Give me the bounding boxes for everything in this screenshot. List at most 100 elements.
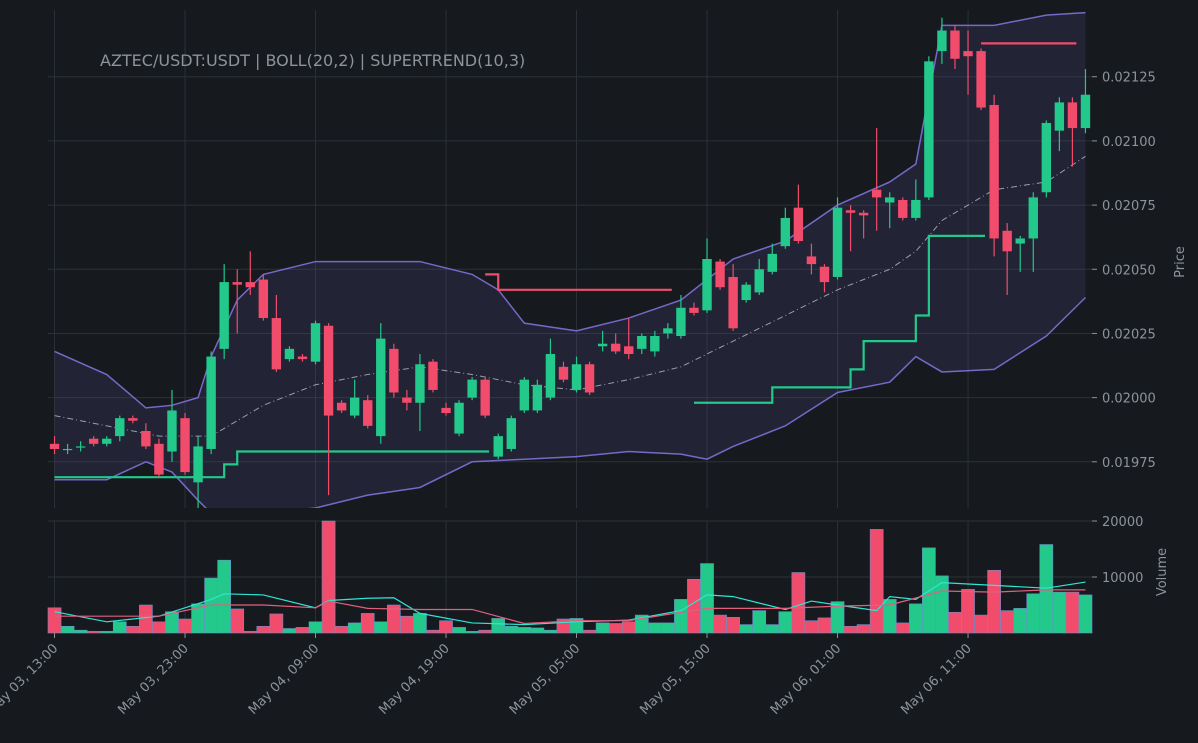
candle-body [454,402,464,434]
volume-bar [582,629,597,634]
candle-body [480,379,490,416]
candle-body [532,384,543,411]
candle-body [571,364,582,390]
candle-body [376,338,386,437]
candle-body [258,279,269,319]
y-tick-label: 0.01975 [1102,456,1156,471]
volume-bar [895,622,910,634]
bollinger-upper [54,11,1086,409]
candle-body [832,207,843,277]
volume-bar [778,611,793,634]
candle-body [545,353,556,398]
supertrend [54,450,490,479]
candle-body [141,430,151,447]
candle-body [415,364,425,403]
candle-body [728,276,738,329]
candle-body [1015,238,1025,244]
volume-bar [1013,608,1028,634]
candle-body [610,343,621,352]
candle-body [650,336,660,352]
volume-bar [439,620,453,634]
candle-body [493,436,503,457]
volume-bar [621,621,636,634]
volume-bar [360,613,375,634]
volume-bar [608,623,623,634]
volume-bar [308,621,323,634]
y2-axis-label: Volume [1155,548,1170,596]
volume-bar [178,618,192,634]
candle-body [88,438,99,444]
candle-body [871,189,882,198]
y-tick-label: 0.02000 [1102,392,1156,407]
volume-panel [47,520,1093,634]
candle-body [206,356,216,449]
candle-body [115,418,125,437]
candle-body [793,207,804,242]
volume-bar [726,617,740,634]
volume-bar [99,631,114,634]
candle-body [75,446,86,448]
candle-body [389,348,399,393]
candle-body [1041,122,1052,193]
candle-body [663,328,673,334]
volume-bar [282,628,297,634]
candle-body [597,343,608,347]
candle-body [519,379,530,411]
y-tick-label: 0.02075 [1102,199,1156,214]
candle-body [845,210,856,213]
volume-bar [126,625,140,634]
candle-body [310,323,321,362]
candle-body [558,366,569,380]
volume-bar [713,614,727,634]
candle-body [232,282,242,285]
volume-bar [152,621,166,634]
candle-body [911,199,921,218]
y-tick-label: 0.02050 [1102,263,1156,278]
volume-bar [295,627,310,634]
candle-body [976,51,986,108]
volume-bar [321,520,336,634]
candle-body [754,269,764,293]
volume-bar [400,615,414,634]
supertrend [693,234,985,404]
volume-bar [60,625,75,634]
volume-bar [843,625,858,634]
candle-body [989,104,999,239]
chart-title: AZTEC/USDT:USDT | BOLL(20,2) | SUPERTREN… [100,51,525,70]
y-axis-label: Price [1173,246,1188,278]
bollinger-mid [54,155,1086,437]
candle-body [676,307,686,337]
candle-body [128,418,138,421]
candle-body [193,446,203,483]
candle-body [937,30,947,52]
volume-bar [517,627,532,634]
price-panel [49,11,1091,508]
candle-body [1002,230,1012,252]
volume-bar [86,631,101,634]
candle-body [819,266,830,283]
volume-bar [47,607,62,634]
candle-body [780,217,791,247]
candle-body [349,397,360,416]
volume-bar [530,627,545,634]
volume-bar [112,621,127,634]
volume-bar [804,620,819,634]
volume-bar [543,629,558,634]
volume-bar [1052,591,1067,634]
volume-bar [974,614,988,634]
supertrend [485,273,672,291]
volume-bar [256,625,271,634]
volume-bar [139,604,153,634]
volume-bar [491,618,506,634]
candle-body [924,61,934,198]
candle-body [898,199,908,218]
candle-body [741,284,751,301]
y2-tick-label: 20000 [1102,515,1143,530]
volume-bar [869,529,884,634]
candle-body [336,402,347,411]
volume-bar [752,610,767,634]
candle-body [584,364,595,393]
volume-bar [908,603,923,634]
volume-bar [791,572,806,634]
